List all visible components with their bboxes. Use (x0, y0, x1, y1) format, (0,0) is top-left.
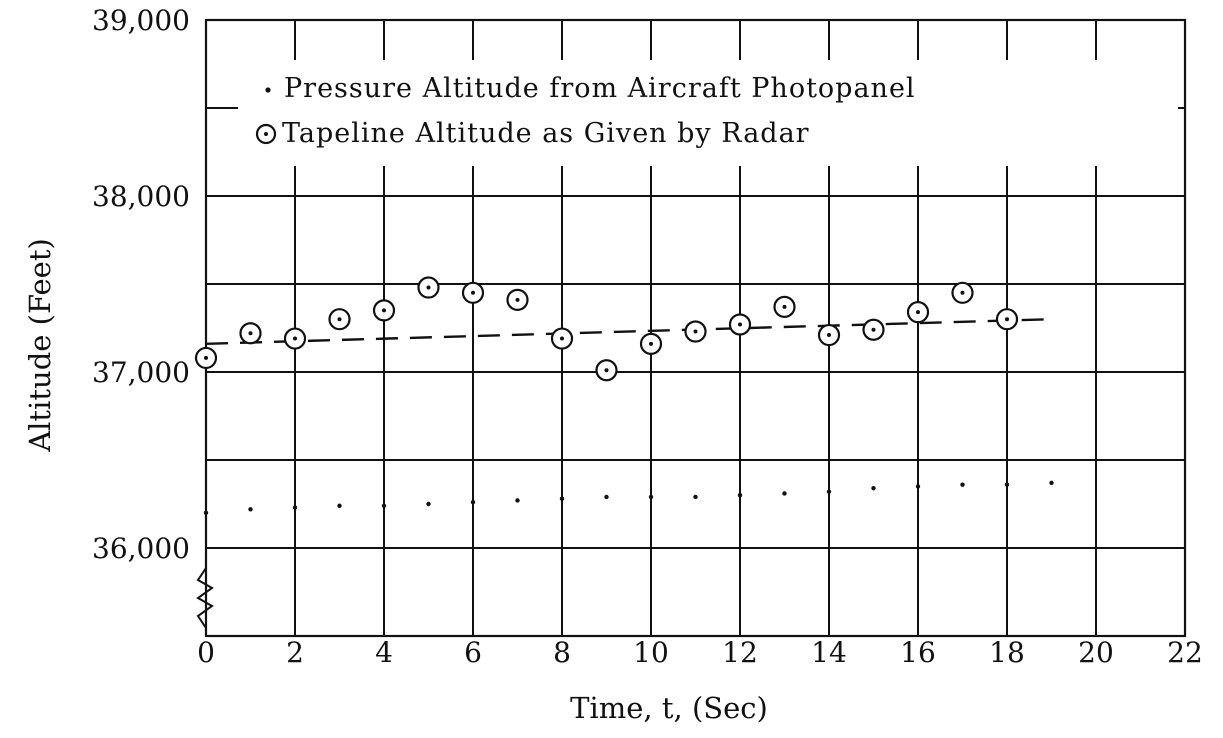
pressure-altitude-point (292, 505, 298, 510)
tapeline-altitude-point-center (560, 336, 564, 341)
pressure-altitude-point (871, 485, 876, 491)
pressure-altitude-point (648, 494, 654, 500)
x-tick-label: 2 (286, 636, 304, 669)
tapeline-altitude-point-center (738, 322, 742, 327)
pressure-altitude-point (426, 501, 431, 507)
tapeline-altitude-point-center (1005, 317, 1009, 322)
tapeline-altitude-point-center (871, 327, 876, 332)
tapeline-altitude-point-center (693, 329, 698, 334)
pressure-altitude-point (381, 503, 387, 508)
y-tick-label: 36,000 (92, 532, 190, 565)
y-axis-title: Altitude (Feet) (23, 238, 57, 453)
tapeline-altitude-point-center (960, 290, 965, 295)
trend-line (205, 318, 1052, 346)
x-tick-label: 8 (553, 636, 571, 669)
x-tick-label: 22 (1167, 636, 1203, 669)
y-tick-label: 37,000 (92, 356, 190, 389)
tapeline-altitude-point-center (515, 297, 520, 302)
tapeline-altitude-point-center (916, 310, 920, 315)
x-tick-label: 0 (197, 636, 215, 669)
data-marks (194, 276, 1054, 515)
pressure-altitude-point (915, 484, 921, 489)
tapeline-altitude-point-center (782, 304, 787, 309)
pressure-altitude-point (248, 507, 253, 512)
x-tick-label: 20 (1078, 636, 1114, 669)
tapeline-altitude-point-center (827, 333, 831, 338)
trend-line-group (205, 318, 1052, 346)
pressure-altitude-point (1049, 480, 1054, 486)
x-tick-label: 12 (722, 636, 758, 669)
tapeline-altitude-point-center (204, 355, 208, 360)
axes (204, 18, 1187, 638)
plot-frame (204, 18, 1187, 638)
tapeline-altitude-point-center (337, 317, 342, 322)
x-axis-title: Time, t, (Sec) (570, 691, 768, 725)
tapeline-altitude-point-center (248, 331, 253, 336)
x-tick-label: 16 (900, 636, 936, 669)
tapeline-altitude-point-center (471, 290, 475, 295)
legend-background (238, 60, 1178, 166)
pressure-altitude-point (515, 498, 520, 503)
y-tick-label: 38,000 (92, 180, 190, 213)
pressure-altitude-point (1004, 482, 1010, 487)
y-tick-label: 39,000 (92, 4, 190, 37)
tapeline-altitude-point-center (426, 285, 431, 290)
tapeline-altitude-point-center (604, 368, 609, 373)
legend-circle-marker (255, 123, 277, 145)
legend-label-pressure: Pressure Altitude from Aircraft Photopan… (284, 73, 916, 104)
pressure-altitude-point (693, 494, 698, 500)
pressure-altitude-point (604, 494, 609, 500)
x-tick-label: 14 (811, 636, 847, 669)
pressure-altitude-point (737, 493, 743, 498)
axis-break-icon (196, 567, 214, 629)
pressure-altitude-point (203, 510, 209, 515)
pressure-altitude-point (782, 491, 787, 496)
tapeline-altitude-point-center (293, 336, 297, 341)
legend-label-tapeline: Tapeline Altitude as Given by Radar (282, 118, 810, 149)
pressure-altitude-point (559, 496, 565, 501)
legend-circle-marker-center (264, 132, 268, 136)
pressure-altitude-point (826, 489, 832, 494)
x-tick-label: 6 (464, 636, 482, 669)
x-tick-label: 18 (989, 636, 1025, 669)
tick-labels: 0 2 4 6 8 10 12 14 16 18 20 22 36,000 37,000 38,000 39,… (92, 4, 1203, 669)
pressure-altitude-point (337, 503, 342, 508)
legend-dot-marker (265, 87, 271, 93)
tapeline-altitude-point-center (649, 341, 653, 346)
pressure-altitude-point (470, 500, 476, 505)
x-tick-label: 10 (633, 636, 669, 669)
x-tick-label: 4 (375, 636, 393, 669)
legend: Pressure Altitude from Aircraft Photopan… (238, 60, 1178, 166)
tapeline-altitude-point-center (382, 308, 386, 313)
pressure-altitude-point (960, 482, 965, 487)
